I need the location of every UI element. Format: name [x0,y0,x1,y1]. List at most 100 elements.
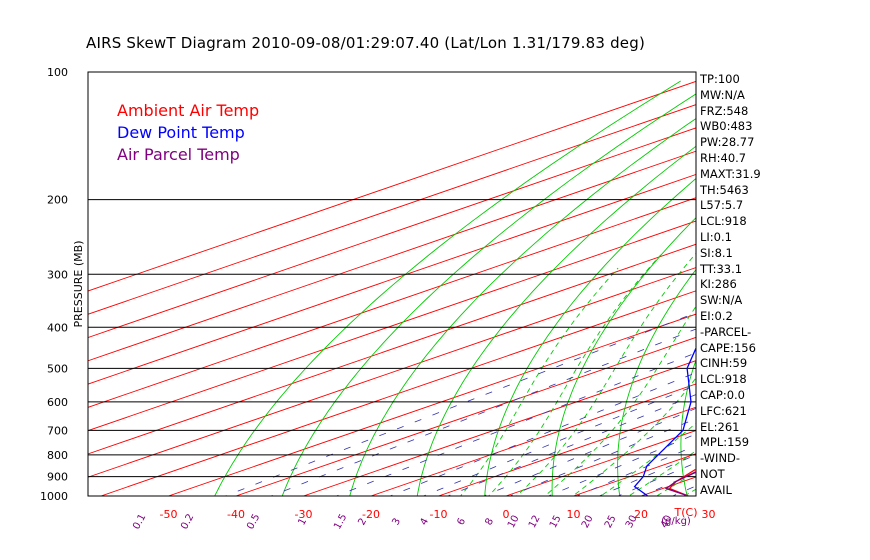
mixing-ratio-tick-label: 1 [296,516,309,527]
plot-frame [87,71,697,497]
stat-item: LI:0.1 [700,229,732,244]
dry-adiabat-line [617,268,696,496]
pressure-tick-label: 500 [47,362,68,375]
legend-ambient: Ambient Air Temp [117,101,260,120]
stat-item: FRZ:548 [700,103,749,118]
isotherm-line [370,383,696,496]
mixing-ratio-tick-label: 40 [659,514,675,530]
stat-item: CAP:0.0 [700,387,745,402]
isotherm-line [88,80,696,292]
isotherm-line [776,72,870,496]
moist-adiabat-line [572,377,696,496]
pressure-tick-label: 700 [47,424,68,437]
isotherm-line [88,150,696,362]
chart-title: AIRS SkewT Diagram 2010-09-08/01:29:07.4… [86,34,645,52]
dry-adiabat-line [281,93,696,496]
isotherm-line [168,313,696,496]
bottom-temp-tick-label: 10 [567,508,581,521]
mixing-ratio-line [547,433,696,496]
bottom-temp-tick-label: 20 [634,508,648,521]
isotherm-line [303,360,696,496]
bottom-temp-tick-label: -10 [430,508,448,521]
isotherm-line [88,173,696,385]
bottom-temp-tick-label: -20 [362,508,380,521]
mixing-ratio-tick-label: 1.5 [332,512,349,531]
mixing-ratio-line [389,372,696,496]
dry-adiabat-line [859,81,870,505]
mixing-ratio-line [446,394,696,496]
mixing-ratio-tick-label: 2 [356,516,369,527]
pressure-tick-label: 300 [47,268,68,281]
stat-item: KI:286 [700,277,737,292]
isotherm-line [100,290,696,496]
mixing-ratio-unit-label: (g/kg) [661,516,691,527]
stat-item: AVAIL [700,482,732,497]
mixing-ratio-tick-label: 20 [580,514,596,530]
stat-item: MAXT:31.9 [700,166,761,181]
y-axis-label: PRESSURE (MB) [72,241,85,328]
stat-item: TP:100 [700,72,740,86]
bottom-temp-tick-label: -30 [295,508,313,521]
pressure-tick-label: 800 [47,449,68,462]
mixing-ratio-line [482,407,696,496]
dry-adiabat-line [416,145,696,496]
isotherm-line [88,220,696,432]
mixing-ratio-tick-label: 30 [624,514,640,530]
stat-item: -PARCEL- [700,324,752,339]
stat-item: TH:5463 [700,182,749,197]
stat-item: LCL:918 [700,214,747,229]
pressure-tick-label: 900 [47,471,68,484]
pressure-tick-label: 100 [47,66,68,79]
mixing-ratio-tick-label: 3 [390,516,403,527]
stat-item: LCL:918 [700,372,747,387]
isotherm-line [235,336,696,496]
parcel-temp-line [664,471,696,496]
pressure-tick-label: 1000 [40,490,68,503]
stat-item: SW:N/A [700,293,743,308]
mixing-ratio-tick-label: 0.2 [179,512,196,531]
isotherm-line [88,197,696,408]
x-axis-label: T(C) [674,506,698,519]
mixing-ratio-tick-label: 15 [548,514,564,530]
mixing-ratio-tick-label: 6 [455,516,468,527]
mixing-ratio-tick-label: 0.5 [245,512,262,531]
isotherm-line [88,127,696,339]
dewpoint-temp-line [633,346,696,496]
stat-item: NOT [700,466,725,481]
isotherm-line [844,72,870,496]
mixing-ratio-tick-label: 12 [527,514,543,530]
stat-item: SI:8.1 [700,245,733,260]
stat-item: WB0:483 [700,119,753,134]
bottom-temp-tick-label: -40 [227,508,245,521]
mixing-ratio-tick-label: 4 [418,516,431,527]
mixing-ratio-line [269,328,696,496]
stat-item: -WIND- [700,451,741,466]
dry-adiabat-line [484,177,696,496]
mixing-ratio-tick-label: 0.1 [131,512,148,531]
bottom-temp-tick-label: 30 [702,508,716,521]
isotherm-line [505,430,696,496]
legend-dewpoint: Dew Point Temp [117,123,245,142]
mixing-ratio-line [422,384,696,496]
stat-item: CAPE:156 [700,340,756,355]
moist-adiabat-line [544,305,696,496]
isotherm-line [88,243,696,455]
dry-adiabat-line [742,81,870,505]
moist-adiabat-line [516,252,696,496]
mixing-ratio-tick-label: 25 [603,514,619,530]
mixing-ratio-line [509,418,696,496]
pressure-tick-label: 200 [47,194,68,207]
bottom-temp-tick-label: -50 [160,508,178,521]
stat-item: RH:40.7 [700,150,747,165]
dry-adiabat-line [801,81,870,505]
dry-adiabat-line [551,217,696,496]
stat-item: MW:N/A [700,87,745,102]
stat-item: L57:5.7 [700,198,744,213]
isotherm-line [88,104,696,315]
isotherm-line [438,406,696,496]
stat-item: EL:261 [700,419,740,434]
mixing-ratio-line [335,352,696,496]
stat-item: EI:0.2 [700,308,733,323]
legend-parcel: Air Parcel Temp [117,145,240,164]
